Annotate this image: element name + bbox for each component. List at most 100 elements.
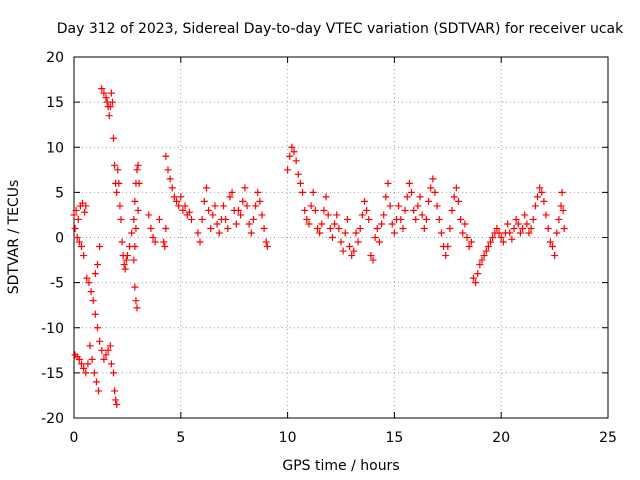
data-point — [544, 224, 552, 232]
data-point — [360, 197, 368, 205]
data-point — [324, 211, 332, 219]
data-point — [73, 234, 81, 241]
x-tick-label: 10 — [279, 430, 297, 446]
data-point — [130, 256, 138, 264]
data-point — [262, 238, 270, 246]
series-seg-c — [71, 342, 103, 395]
data-point — [469, 274, 477, 282]
data-point — [437, 229, 445, 237]
data-point — [495, 229, 503, 237]
data-point — [499, 238, 507, 246]
data-point — [86, 342, 94, 350]
data-point — [365, 215, 373, 223]
x-tick-label: 25 — [599, 430, 617, 446]
data-point — [373, 224, 381, 232]
data-point — [72, 206, 80, 214]
data-point — [120, 261, 128, 269]
data-point — [367, 252, 375, 260]
data-point — [358, 211, 366, 219]
data-point — [487, 238, 495, 246]
data-point — [418, 211, 426, 219]
data-point — [403, 193, 411, 201]
data-point — [529, 215, 537, 223]
data-point — [77, 360, 85, 368]
data-point — [386, 202, 394, 210]
series-seg-b — [71, 224, 88, 260]
data-point — [301, 206, 309, 214]
data-point — [337, 238, 345, 246]
y-tick-label: -5 — [50, 276, 64, 292]
data-point — [326, 224, 334, 232]
data-point — [284, 166, 292, 174]
data-point — [82, 202, 90, 210]
data-point — [489, 234, 497, 241]
data-point — [551, 252, 559, 260]
data-point — [288, 143, 296, 151]
data-point — [162, 224, 170, 232]
data-point — [247, 229, 255, 237]
data-point — [134, 161, 142, 169]
data-point — [303, 215, 311, 223]
data-point — [232, 220, 240, 228]
data-point — [134, 206, 142, 214]
data-point — [382, 193, 390, 201]
data-point — [452, 184, 460, 192]
data-point — [224, 224, 232, 232]
data-point — [427, 184, 435, 192]
data-point — [106, 103, 114, 111]
data-point — [457, 215, 465, 223]
data-point — [90, 369, 98, 377]
data-point — [91, 270, 99, 278]
data-point — [318, 220, 326, 228]
data-point — [113, 400, 121, 408]
y-tick-label: -10 — [41, 321, 64, 337]
data-point — [108, 98, 116, 106]
data-point — [534, 193, 542, 201]
data-point — [102, 351, 110, 359]
data-point — [350, 247, 358, 255]
axis-ticks: 0 5 10 15 20 25 -20 -15 -10 -5 0 5 10 15 20 — [41, 50, 617, 446]
data-point — [106, 342, 114, 350]
data-point — [476, 261, 484, 269]
data-point — [173, 197, 181, 205]
data-point — [263, 243, 271, 251]
series-seg-i — [162, 152, 195, 223]
data-point — [484, 243, 492, 251]
data-point — [198, 215, 206, 223]
data-point — [380, 211, 388, 219]
data-point — [354, 238, 362, 246]
data-point — [243, 202, 251, 210]
data-point — [412, 215, 420, 223]
data-point — [371, 234, 379, 241]
data-point — [252, 202, 260, 210]
data-point — [118, 238, 126, 246]
data-point — [320, 206, 328, 214]
data-point — [538, 188, 546, 196]
grid — [74, 57, 608, 418]
data-point — [71, 224, 79, 232]
data-point — [205, 206, 213, 214]
data-point — [429, 175, 437, 183]
data-point — [75, 355, 83, 363]
data-point — [422, 215, 430, 223]
data-point — [84, 360, 92, 368]
series-seg-d — [83, 274, 121, 408]
data-point — [115, 179, 123, 187]
data-point — [390, 229, 398, 237]
data-point — [181, 202, 189, 210]
data-point — [407, 188, 415, 196]
data-point — [123, 252, 131, 260]
data-point — [465, 243, 473, 251]
data-point — [540, 197, 548, 205]
data-point — [95, 387, 103, 395]
data-point — [121, 265, 129, 273]
data-point — [77, 243, 85, 251]
data-point — [249, 215, 257, 223]
y-tick-label: -20 — [41, 411, 64, 427]
data-point — [339, 247, 347, 255]
data-point — [504, 220, 512, 228]
data-point — [200, 197, 208, 205]
data-point — [211, 202, 219, 210]
data-point — [560, 224, 568, 232]
data-point — [131, 197, 139, 205]
